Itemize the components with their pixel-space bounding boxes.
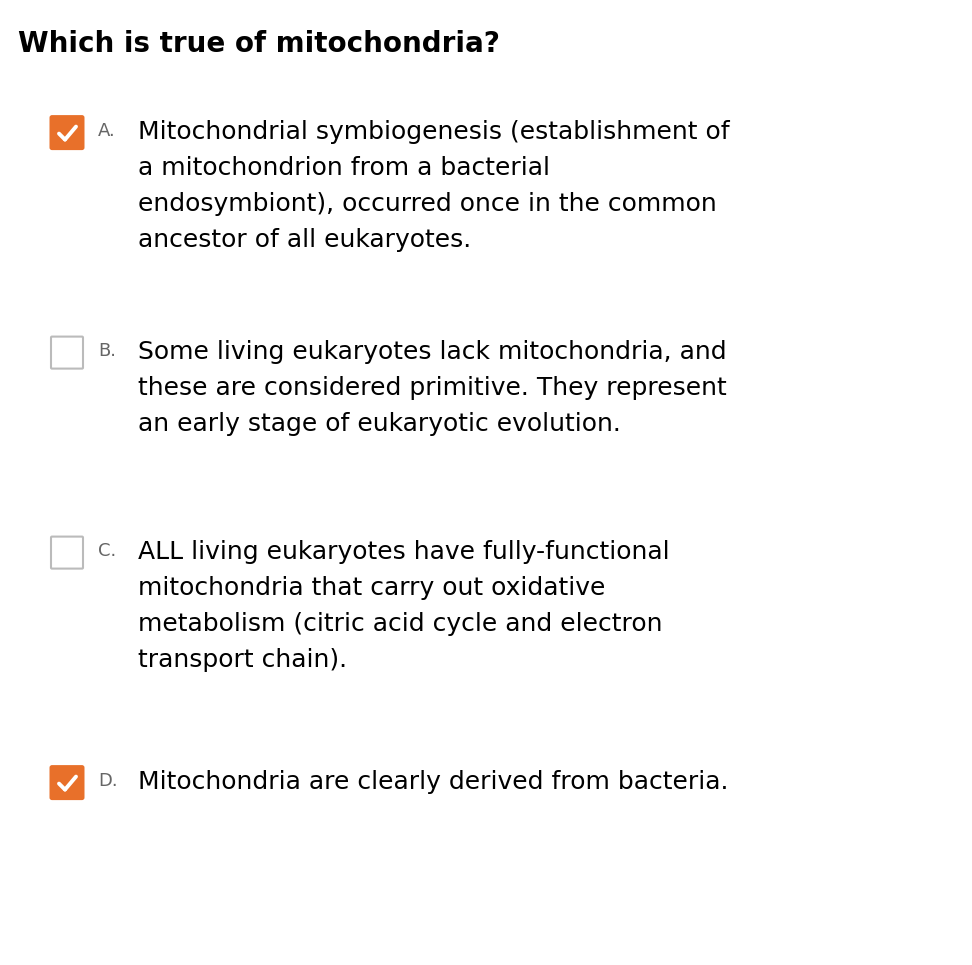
Text: A.: A. [98, 122, 116, 140]
Text: transport chain).: transport chain). [138, 648, 347, 672]
Text: Some living eukaryotes lack mitochondria, and: Some living eukaryotes lack mitochondria… [138, 340, 727, 364]
Text: D.: D. [98, 772, 118, 790]
Text: C.: C. [98, 542, 117, 560]
FancyBboxPatch shape [51, 537, 83, 568]
Text: ancestor of all eukaryotes.: ancestor of all eukaryotes. [138, 228, 471, 252]
FancyBboxPatch shape [50, 765, 85, 800]
FancyBboxPatch shape [50, 115, 85, 151]
Text: an early stage of eukaryotic evolution.: an early stage of eukaryotic evolution. [138, 412, 621, 436]
Text: mitochondria that carry out oxidative: mitochondria that carry out oxidative [138, 576, 606, 600]
Text: a mitochondrion from a bacterial: a mitochondrion from a bacterial [138, 156, 550, 180]
Text: metabolism (citric acid cycle and electron: metabolism (citric acid cycle and electr… [138, 612, 663, 636]
FancyBboxPatch shape [51, 337, 83, 369]
Text: Which is true of mitochondria?: Which is true of mitochondria? [18, 30, 500, 58]
Text: Mitochondria are clearly derived from bacteria.: Mitochondria are clearly derived from ba… [138, 770, 728, 794]
Text: ALL living eukaryotes have fully-functional: ALL living eukaryotes have fully-functio… [138, 540, 670, 564]
Text: Mitochondrial symbiogenesis (establishment of: Mitochondrial symbiogenesis (establishme… [138, 120, 730, 144]
Text: these are considered primitive. They represent: these are considered primitive. They rep… [138, 376, 727, 400]
Text: endosymbiont), occurred once in the common: endosymbiont), occurred once in the comm… [138, 192, 716, 216]
Text: B.: B. [98, 342, 116, 360]
